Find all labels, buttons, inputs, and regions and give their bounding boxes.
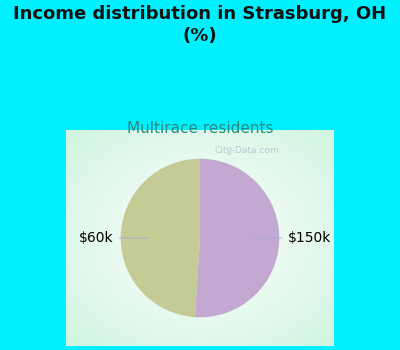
Text: $60k: $60k	[79, 231, 147, 245]
Text: Income distribution in Strasburg, OH
(%): Income distribution in Strasburg, OH (%)	[14, 5, 386, 46]
Text: 🔍: 🔍	[227, 146, 232, 155]
Text: $150k: $150k	[254, 231, 331, 245]
Wedge shape	[195, 159, 279, 317]
Text: City-Data.com: City-Data.com	[215, 146, 279, 155]
Text: Multirace residents: Multirace residents	[127, 121, 273, 136]
Wedge shape	[121, 159, 200, 317]
